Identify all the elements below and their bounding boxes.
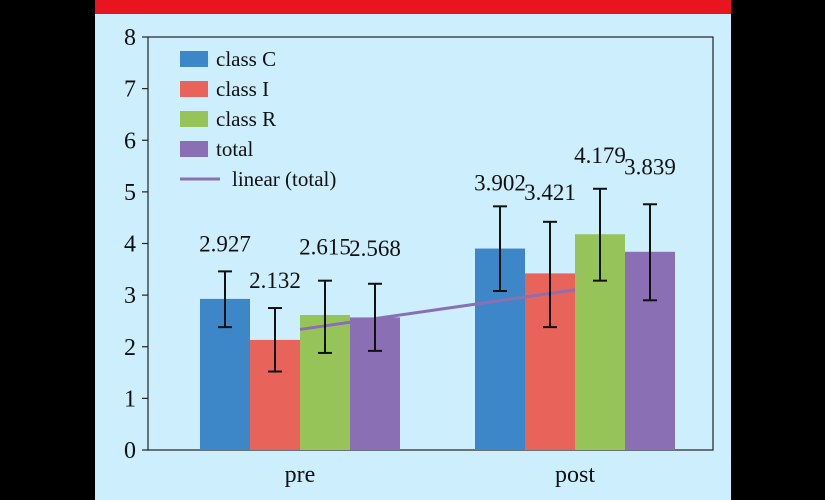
data-labels: 2.927 3.902 2.132 3.421 2.615 4.179 2.568 3.839 <box>199 143 676 293</box>
error-bars <box>218 187 657 373</box>
chart-axes: 0 1 2 3 4 5 6 7 8 pre post <box>124 25 714 488</box>
data-label: 2.568 <box>349 236 401 261</box>
data-label: 3.902 <box>474 170 526 195</box>
data-label: 3.839 <box>624 154 676 179</box>
legend-swatch <box>180 141 208 157</box>
legend-label: linear (total) <box>232 167 336 191</box>
y-tick-label: 3 <box>124 283 136 309</box>
data-label: 2.132 <box>249 268 301 293</box>
y-tick-label: 1 <box>124 386 136 412</box>
data-label: 3.421 <box>524 180 576 205</box>
trendline <box>299 288 576 331</box>
y-tick-label: 5 <box>124 180 136 206</box>
chart-legend: class C class I class R total linear (total) <box>180 47 336 191</box>
legend-swatch <box>180 51 208 67</box>
top-accent-bar <box>95 0 731 14</box>
y-tick-label: 7 <box>124 77 136 103</box>
x-tick-label: pre <box>285 462 316 488</box>
legend-label: total <box>216 137 253 161</box>
y-tick-label: 4 <box>124 232 136 258</box>
y-tick-label: 8 <box>124 25 136 51</box>
trendline-layer <box>299 288 576 331</box>
legend-label: class C <box>216 47 276 71</box>
legend-label: class R <box>216 107 276 131</box>
y-tick-label: 0 <box>124 438 136 464</box>
y-tick-label: 6 <box>124 128 136 154</box>
bar-series <box>200 234 675 450</box>
legend-label: class I <box>216 77 269 101</box>
data-label: 4.179 <box>574 143 626 168</box>
data-label: 2.927 <box>199 231 251 256</box>
x-tick-label: post <box>555 462 595 488</box>
y-tick-label: 2 <box>124 335 136 361</box>
legend-swatch <box>180 111 208 127</box>
legend-swatch <box>180 81 208 97</box>
data-label: 2.615 <box>299 235 351 260</box>
